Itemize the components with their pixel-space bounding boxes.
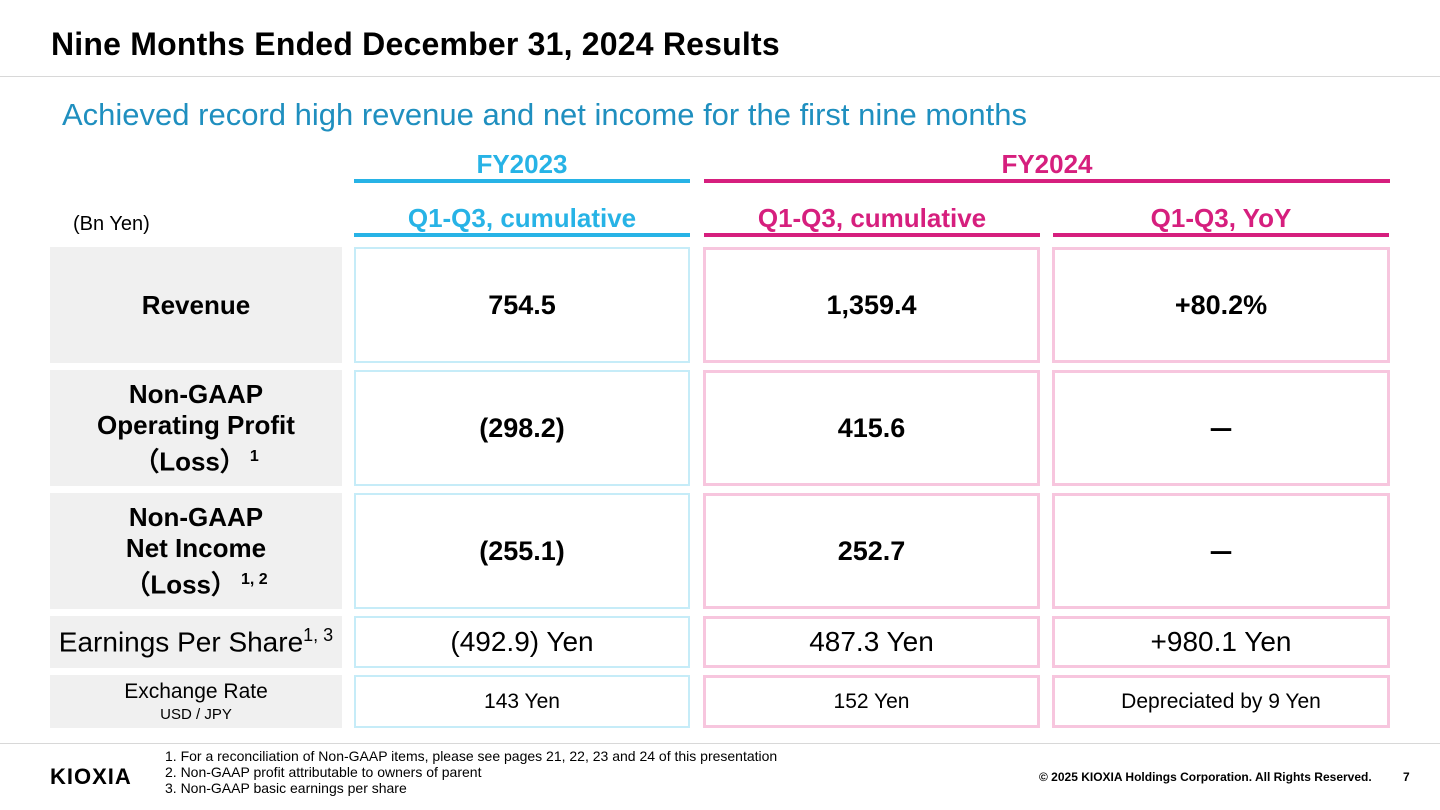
row-label-text: Net Income xyxy=(125,532,267,563)
column-header-underline xyxy=(1053,233,1389,237)
row-label-text-line: Earnings Per Share1, 3 xyxy=(59,625,333,658)
kioxia-logo: KIOXIA xyxy=(50,764,132,789)
row-label-text: Non-GAAP xyxy=(128,501,264,532)
footer-divider xyxy=(0,743,1440,744)
row-label-text-line: （Loss） 1, 2 xyxy=(124,564,267,601)
table-cell-net-income-fy2023: (255.1) xyxy=(354,493,690,609)
table-cell-revenue-yoy: +80.2% xyxy=(1052,247,1390,363)
row-label-operating-profit: Non-GAAP Operating Profit （Loss） 1 xyxy=(50,370,342,486)
page-number: 7 xyxy=(1403,770,1410,784)
table-cell-operating-profit-fy2024: 415.6 xyxy=(703,370,1040,486)
row-label-text: Operating Profit xyxy=(97,409,295,440)
table-cell-exchange-rate-fy2023: 143 Yen xyxy=(354,675,690,728)
row-label-text: Revenue xyxy=(141,289,251,320)
column-header-label: Q1-Q3, cumulative xyxy=(407,203,637,233)
table-cell-exchange-rate-fy2024: 152 Yen xyxy=(703,675,1040,728)
table-cell-eps-fy2024: 487.3 Yen xyxy=(703,616,1040,668)
row-label-text: （Loss） xyxy=(133,446,246,477)
column-header-fy2024-yoy: Q1-Q3, YoY xyxy=(1053,203,1389,237)
table-cell-eps-fy2023: (492.9) Yen xyxy=(354,616,690,668)
row-label-eps: Earnings Per Share1, 3 xyxy=(50,616,342,668)
subtitle: Achieved record high revenue and net inc… xyxy=(62,97,1027,132)
footnote-item: 3. Non-GAAP basic earnings per share xyxy=(165,780,407,796)
column-header-label: Q1-Q3, cumulative xyxy=(757,203,987,233)
row-label-net-income: Non-GAAP Net Income （Loss） 1, 2 xyxy=(50,493,342,609)
row-label-subtext: USD / JPY xyxy=(160,706,232,723)
group-header-fy2024-label: FY2024 xyxy=(1001,149,1093,179)
table-cell-operating-profit-yoy: － xyxy=(1052,370,1390,486)
group-header-fy2024: FY2024 xyxy=(704,149,1390,183)
footnote-item: 1. For a reconciliation of Non-GAAP item… xyxy=(165,748,778,764)
group-header-fy2023: FY2023 xyxy=(354,149,690,183)
footnotes: 1. For a reconciliation of Non-GAAP item… xyxy=(165,748,777,796)
row-label-text: （Loss） xyxy=(124,569,237,600)
column-header-underline xyxy=(704,233,1040,237)
column-header-fy2023-cumulative: Q1-Q3, cumulative xyxy=(354,203,690,237)
row-label-exchange-rate: Exchange Rate USD / JPY xyxy=(50,675,342,728)
footnote-ref: 1, 3 xyxy=(303,625,334,646)
row-label-revenue: Revenue xyxy=(50,247,342,363)
table-cell-operating-profit-fy2023: (298.2) xyxy=(354,370,690,486)
unit-label: (Bn Yen) xyxy=(73,213,150,235)
group-header-fy2024-underline xyxy=(704,179,1390,183)
column-header-fy2024-cumulative: Q1-Q3, cumulative xyxy=(704,203,1040,237)
row-label-text-line: （Loss） 1 xyxy=(133,441,259,478)
group-header-fy2023-underline xyxy=(354,179,690,183)
footnote-ref: 1, 2 xyxy=(241,570,268,588)
group-header-fy2023-label: FY2023 xyxy=(476,149,568,179)
footnote-item: 2. Non-GAAP profit attributable to owner… xyxy=(165,764,482,780)
footnote-ref: 1 xyxy=(249,447,259,465)
table-cell-revenue-fy2024: 1,359.4 xyxy=(703,247,1040,363)
column-header-underline xyxy=(354,233,690,237)
title-divider xyxy=(0,76,1440,77)
page-title: Nine Months Ended December 31, 2024 Resu… xyxy=(51,26,780,62)
table-cell-revenue-fy2023: 754.5 xyxy=(354,247,690,363)
table-cell-net-income-yoy: － xyxy=(1052,493,1390,609)
copyright-notice: © 2025 KIOXIA Holdings Corporation. All … xyxy=(1039,770,1372,784)
row-label-text: Exchange Rate xyxy=(124,680,268,703)
table-cell-eps-yoy: +980.1 Yen xyxy=(1052,616,1390,668)
column-header-label: Q1-Q3, YoY xyxy=(1150,203,1292,233)
row-label-text: Earnings Per Share xyxy=(58,626,304,658)
table-cell-exchange-rate-yoy: Depreciated by 9 Yen xyxy=(1052,675,1390,728)
table-cell-net-income-fy2024: 252.7 xyxy=(703,493,1040,609)
row-label-text: Non-GAAP xyxy=(128,378,264,409)
